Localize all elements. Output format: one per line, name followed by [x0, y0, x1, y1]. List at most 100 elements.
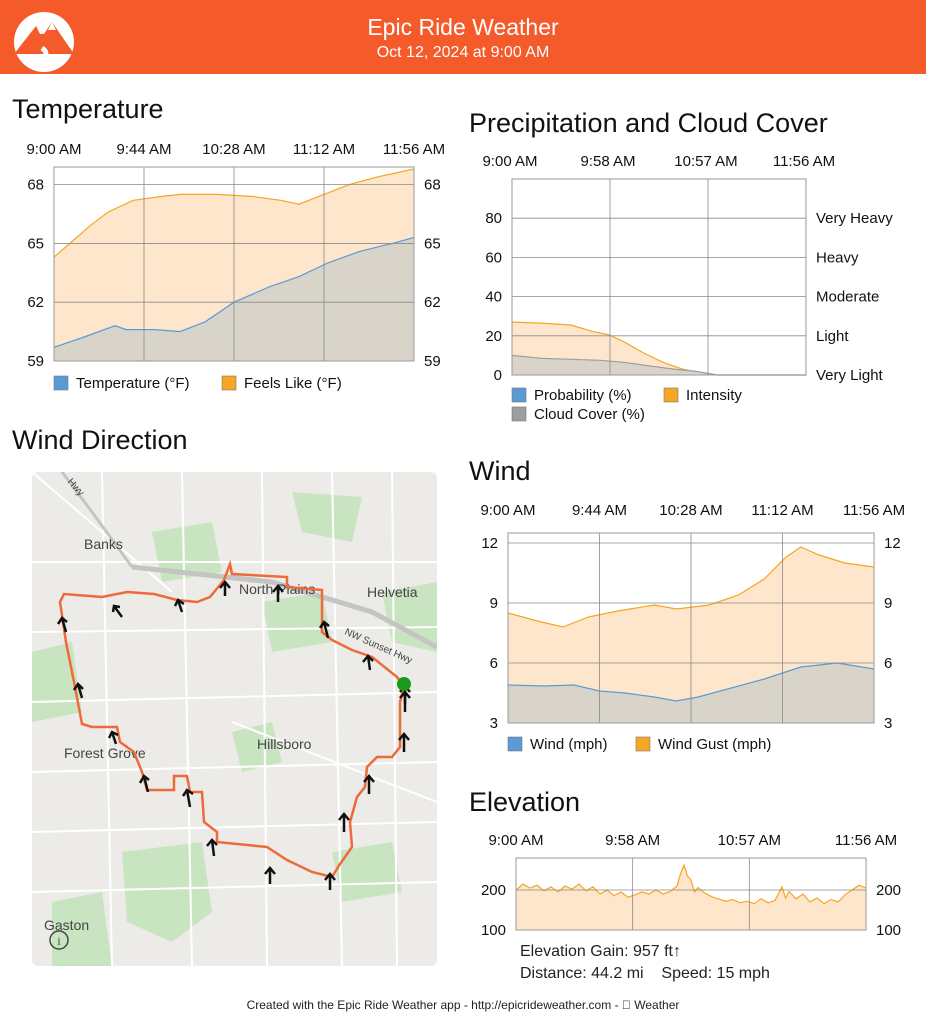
route-path [58, 559, 406, 879]
series-line-0 [53, 236, 415, 348]
temperature-title: Temperature [12, 94, 164, 124]
ride-date: Oct 12, 2024 at 9:00 AM [376, 44, 550, 61]
legend-label: Feels Like (°F) [244, 375, 342, 392]
legend-swatch [507, 736, 523, 752]
intensity-label: Very Heavy [816, 210, 893, 227]
x-tick-label: 9:44 AM [116, 141, 171, 158]
legend-swatch [511, 387, 527, 403]
series-line-1 [507, 546, 875, 628]
helvetia-label: Helvetia [367, 584, 418, 600]
legend-swatch [635, 736, 651, 752]
app-header: Epic Ride Weather Oct 12, 2024 at 9:00 A… [0, 0, 926, 74]
speed-value: Speed: 15 mph [661, 965, 770, 982]
app-title: Epic Ride Weather [367, 14, 559, 40]
y-tick-label: 40 [485, 289, 502, 306]
intensity-label: Heavy [816, 249, 859, 266]
wind-direction-title: Wind Direction [12, 425, 188, 455]
y-tick-label-right: 3 [884, 715, 892, 732]
legend-label: Cloud Cover (%) [534, 406, 645, 423]
x-tick-label: 11:12 AM [751, 502, 813, 519]
y-tick-label: 12 [481, 535, 498, 552]
wind-direction-map[interactable]: Banks North Plains Helvetia Hillsboro Fo… [32, 472, 437, 966]
x-tick-label: 10:57 AM [674, 153, 737, 170]
y-tick-label: 6 [490, 655, 498, 672]
y-tick-label-right: 200 [876, 882, 901, 899]
x-tick-label: 11:56 AM [835, 832, 897, 849]
apple-icon:  [622, 998, 631, 1012]
forest-grove-label: Forest Grove [64, 745, 146, 761]
x-tick-label: 9:00 AM [482, 153, 537, 170]
x-tick-label: 9:00 AM [26, 141, 81, 158]
legend-label: Intensity [686, 387, 742, 404]
banks-label: Banks [84, 536, 123, 552]
legend-label: Probability (%) [534, 387, 632, 404]
y-tick-label-right: 65 [424, 235, 441, 252]
gaston-label: Gaston [44, 917, 89, 933]
precipitation-title: Precipitation and Cloud Cover [469, 108, 828, 138]
y-tick-label: 80 [485, 210, 502, 227]
x-tick-label: 9:58 AM [605, 832, 660, 849]
temperature-chart: 9:00 AM 9:44 AM 10:28 AM 11:12 AM 11:56 AM 59… [0, 134, 460, 403]
x-tick-label: 10:28 AM [202, 141, 265, 158]
y-tick-label: 60 [485, 249, 502, 266]
y-tick-label-right: 62 [424, 294, 441, 311]
intensity-label: Moderate [816, 289, 879, 306]
x-tick-label: 9:00 AM [480, 502, 535, 519]
distance-value: Distance: 44.2 mi [520, 965, 644, 982]
y-tick-label: 0 [494, 367, 502, 384]
hillsboro-label: Hillsboro [257, 736, 312, 752]
footer-text: Created with the Epic Ride Weather app -… [246, 998, 622, 1012]
x-tick-label: 11:56 AM [773, 153, 835, 170]
y-tick-label: 100 [481, 922, 506, 939]
footer-credit: Created with the Epic Ride Weather app -… [0, 998, 926, 1012]
y-tick-label-right: 9 [884, 595, 892, 612]
x-tick-label: 10:28 AM [659, 502, 722, 519]
y-tick-label-right: 100 [876, 922, 901, 939]
x-tick-label: 9:00 AM [488, 832, 543, 849]
wind-title: Wind [469, 456, 531, 486]
start-marker-icon [397, 677, 411, 691]
x-tick-label: 9:44 AM [572, 502, 627, 519]
legend-label: Temperature (°F) [76, 375, 190, 392]
y-tick-label: 62 [27, 294, 44, 311]
y-tick-label: 59 [27, 353, 44, 370]
legend-swatch [221, 375, 237, 391]
series-line-1 [53, 168, 415, 258]
y-tick-label-right: 6 [884, 655, 892, 672]
svg-text:i: i [57, 934, 61, 948]
x-tick-label: 11:56 AM [843, 502, 905, 519]
y-tick-label: 65 [27, 235, 44, 252]
y-tick-label-right: 59 [424, 353, 441, 370]
y-tick-label: 200 [481, 882, 506, 899]
series-line-2 [511, 354, 806, 376]
elevation-gain: Elevation Gain: 957 ft↑ [520, 943, 681, 960]
y-tick-label: 20 [485, 328, 502, 345]
x-tick-label: 9:58 AM [580, 153, 635, 170]
x-tick-label: 11:12 AM [293, 141, 355, 158]
x-tick-label: 10:57 AM [718, 832, 781, 849]
info-icon: i [49, 930, 69, 950]
y-tick-label: 9 [490, 595, 498, 612]
hwy-label: Hwy [65, 477, 86, 499]
wind-chart: 9:00 AM 9:44 AM 10:28 AM 11:12 AM 11:56 AM 3 3… [460, 496, 926, 769]
footer-brand: Weather [628, 998, 679, 1012]
precipitation-chart: 9:00 AM 9:58 AM 10:57 AM 11:56 AM 0 20 40 60 80 V… [460, 148, 926, 433]
legend-swatch [53, 375, 69, 391]
y-tick-label: 68 [27, 177, 44, 194]
legend-swatch [663, 387, 679, 403]
y-tick-label-right: 12 [884, 535, 901, 552]
distance-stat: Distance: 44.2 mi Speed: 15 mph [520, 965, 770, 983]
mountain-logo-icon [14, 12, 74, 72]
x-tick-label: 11:56 AM [383, 141, 445, 158]
series-area-0 [516, 865, 866, 930]
legend-swatch [511, 406, 527, 422]
elevation-title: Elevation [469, 787, 581, 817]
legend-label: Wind (mph) [530, 736, 608, 753]
series-line-0 [507, 662, 875, 702]
intensity-label: Light [816, 328, 849, 345]
y-tick-label: 3 [490, 715, 498, 732]
wind-arrow-icon [56, 580, 411, 890]
series-line-0 [515, 863, 867, 905]
intensity-label: Very Light [816, 367, 884, 384]
y-tick-label-right: 68 [424, 177, 441, 194]
